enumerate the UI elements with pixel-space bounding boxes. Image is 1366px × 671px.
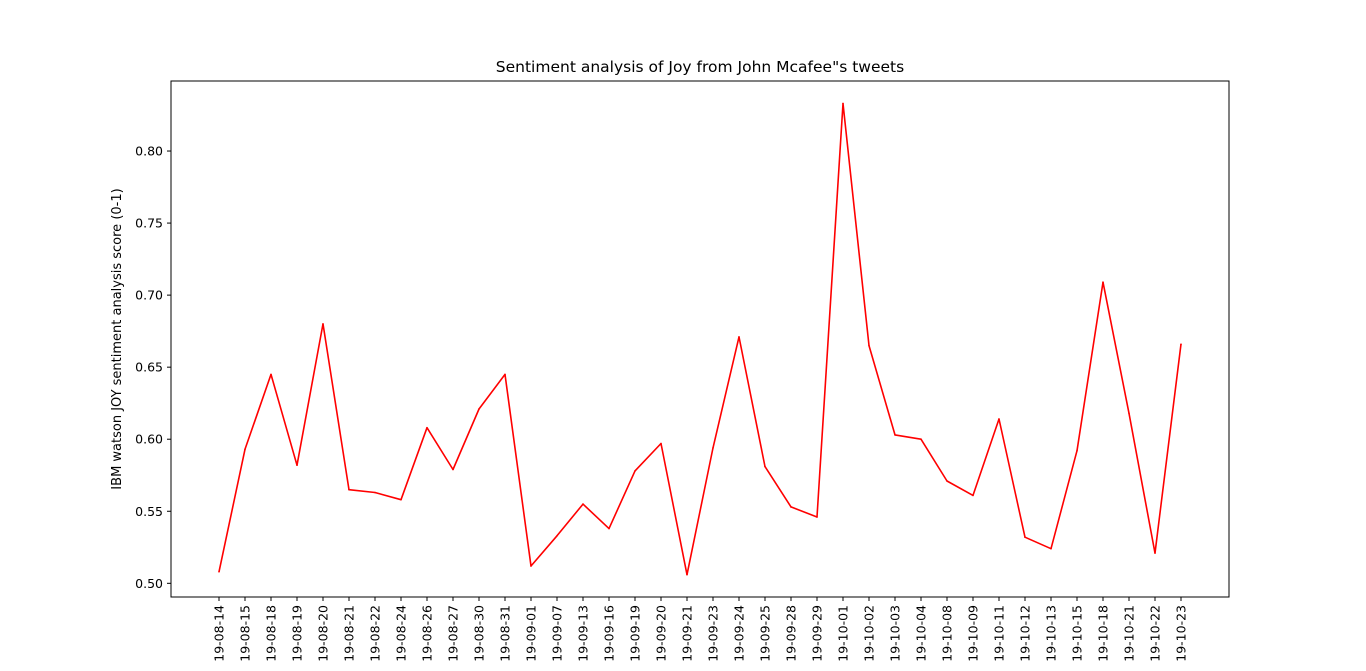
data-point xyxy=(1076,449,1078,452)
x-tick-label: 19-10-01 xyxy=(836,605,851,662)
x-tick-label: 19-10-08 xyxy=(940,605,955,662)
chart-title: Sentiment analysis of Joy from John Mcaf… xyxy=(496,58,904,76)
plot-frame xyxy=(170,80,1230,598)
x-tick-label: 19-08-26 xyxy=(420,605,435,662)
data-point xyxy=(608,527,610,530)
x-tick-label: 19-10-11 xyxy=(992,605,1007,662)
data-point xyxy=(348,488,350,491)
x-tick-label: 19-08-14 xyxy=(212,605,227,662)
plot-area: 0.50 0.55 0.60 0.65 0.70 0.75 0.80 19-08-14 19-0… xyxy=(135,102,1189,662)
series-line xyxy=(218,102,1182,576)
data-point xyxy=(556,534,558,537)
x-tick-label: 19-08-15 xyxy=(238,605,253,662)
data-point xyxy=(972,494,974,497)
data-point xyxy=(452,468,454,471)
x-tick-label: 19-08-20 xyxy=(316,605,331,662)
x-tick-label: 19-09-20 xyxy=(654,605,669,662)
x-tick-label: 19-09-29 xyxy=(810,605,825,662)
data-point xyxy=(374,491,376,494)
data-point xyxy=(530,565,532,567)
data-point xyxy=(920,438,922,441)
x-tick-label: 19-09-01 xyxy=(524,605,539,662)
y-tick-label: 0.70 xyxy=(135,288,163,303)
x-tick-label: 19-10-04 xyxy=(914,605,929,662)
y-tick-label: 0.60 xyxy=(135,432,163,447)
data-point xyxy=(426,426,428,429)
data-point xyxy=(478,408,480,410)
y-tick-label: 0.50 xyxy=(135,576,163,591)
data-point xyxy=(946,480,948,482)
x-tick-label: 19-09-23 xyxy=(706,605,721,662)
data-point xyxy=(322,323,324,325)
x-tick-label: 19-08-31 xyxy=(498,605,513,662)
x-tick-label: 19-10-13 xyxy=(1044,605,1059,662)
x-tick-label: 19-09-13 xyxy=(576,605,591,662)
data-point xyxy=(634,470,636,472)
data-point xyxy=(270,373,272,376)
data-point xyxy=(894,434,896,436)
x-tick-label: 19-10-18 xyxy=(1096,605,1111,662)
x-tick-label: 19-08-19 xyxy=(290,605,305,662)
x-tick-label: 19-08-24 xyxy=(394,605,409,662)
x-tick-label: 19-08-22 xyxy=(368,605,383,662)
x-tick-label: 19-09-07 xyxy=(550,605,565,662)
data-point xyxy=(764,465,766,468)
x-tick-label: 19-09-21 xyxy=(680,605,695,662)
data-point xyxy=(218,570,220,573)
data-point xyxy=(1180,343,1182,345)
y-tick-label: 0.75 xyxy=(135,216,163,231)
data-point xyxy=(868,344,870,347)
x-tick-label: 19-09-16 xyxy=(602,605,617,662)
data-point xyxy=(660,442,662,445)
data-point xyxy=(686,573,688,576)
data-point xyxy=(1024,536,1026,539)
data-point xyxy=(998,418,1000,420)
y-axis-label: IBM watson JOY sentiment analysis score … xyxy=(110,188,125,489)
x-tick-label: 19-10-12 xyxy=(1018,605,1033,662)
data-point xyxy=(244,448,246,451)
x-tick-label: 19-08-21 xyxy=(342,605,357,662)
x-tick-label: 19-08-18 xyxy=(264,605,279,662)
x-tick-label: 19-09-24 xyxy=(732,605,747,662)
x-tick-label: 19-10-22 xyxy=(1148,605,1163,662)
x-tick-label: 19-09-28 xyxy=(784,605,799,662)
x-tick-label: 19-10-15 xyxy=(1070,605,1085,662)
y-tick-label: 0.65 xyxy=(135,360,163,375)
x-tick-label: 19-09-19 xyxy=(628,605,643,662)
x-tick-label: 19-10-09 xyxy=(966,605,981,662)
data-point xyxy=(1050,547,1052,550)
x-tick-label: 19-10-23 xyxy=(1174,605,1189,662)
data-point xyxy=(1128,412,1130,415)
data-point xyxy=(738,336,740,338)
data-point xyxy=(296,464,298,466)
data-point xyxy=(504,373,506,376)
data-point xyxy=(712,447,714,449)
y-tick-label: 0.80 xyxy=(135,144,163,159)
data-point xyxy=(582,503,584,505)
x-tick-label: 19-09-25 xyxy=(758,605,773,662)
x-tick-label: 19-10-02 xyxy=(862,605,877,662)
data-point xyxy=(790,506,792,508)
data-point xyxy=(400,498,402,501)
data-point xyxy=(1154,552,1156,554)
x-tick-label: 19-10-21 xyxy=(1122,605,1137,662)
data-point xyxy=(1102,281,1104,283)
data-point xyxy=(842,102,844,105)
x-tick-label: 19-08-30 xyxy=(472,605,487,662)
y-tick-label: 0.55 xyxy=(135,504,163,519)
x-tick-label: 19-08-27 xyxy=(446,605,461,662)
data-point xyxy=(816,516,818,518)
x-tick-label: 19-10-03 xyxy=(888,605,903,662)
